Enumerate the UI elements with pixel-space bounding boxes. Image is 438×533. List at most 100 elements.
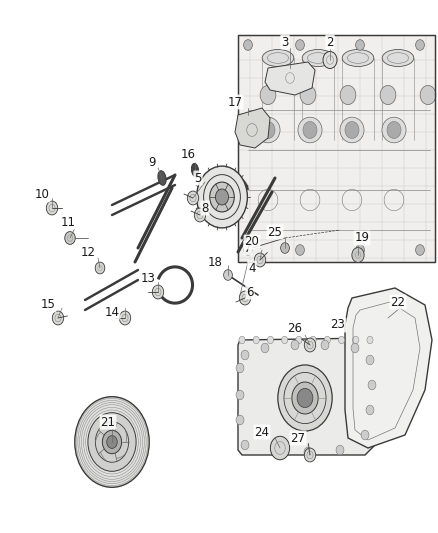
Circle shape	[278, 365, 332, 431]
Circle shape	[107, 435, 117, 448]
Circle shape	[352, 247, 364, 262]
Circle shape	[119, 311, 131, 325]
Circle shape	[197, 166, 247, 228]
Circle shape	[416, 39, 424, 50]
Circle shape	[339, 336, 345, 344]
Circle shape	[296, 336, 302, 344]
Circle shape	[75, 397, 149, 487]
Circle shape	[210, 182, 234, 212]
Polygon shape	[265, 62, 315, 95]
Circle shape	[271, 445, 279, 455]
Ellipse shape	[298, 117, 322, 143]
Ellipse shape	[302, 50, 334, 67]
Circle shape	[261, 122, 275, 139]
Text: 11: 11	[60, 215, 75, 229]
Text: 24: 24	[254, 425, 269, 439]
Text: 25: 25	[268, 225, 283, 238]
Circle shape	[353, 336, 359, 344]
Circle shape	[241, 350, 249, 360]
Circle shape	[261, 343, 269, 353]
Circle shape	[46, 201, 58, 215]
Circle shape	[291, 340, 299, 350]
Circle shape	[267, 336, 273, 344]
Circle shape	[253, 336, 259, 344]
Ellipse shape	[262, 50, 294, 67]
Circle shape	[368, 380, 376, 390]
Circle shape	[239, 336, 245, 344]
Ellipse shape	[340, 117, 364, 143]
Circle shape	[244, 245, 252, 255]
Text: 8: 8	[201, 201, 208, 214]
Text: 15: 15	[41, 298, 56, 311]
Text: 17: 17	[227, 95, 243, 109]
Text: 5: 5	[194, 172, 201, 184]
Circle shape	[296, 39, 304, 50]
Circle shape	[244, 39, 252, 50]
Circle shape	[187, 191, 199, 205]
Circle shape	[323, 52, 337, 69]
Polygon shape	[238, 338, 375, 455]
Text: 2: 2	[326, 36, 334, 49]
Circle shape	[281, 243, 290, 253]
Ellipse shape	[158, 171, 166, 185]
Circle shape	[351, 343, 359, 353]
Polygon shape	[345, 288, 432, 448]
Circle shape	[367, 336, 373, 344]
Circle shape	[321, 340, 329, 350]
Circle shape	[345, 122, 359, 139]
Text: 10: 10	[35, 189, 49, 201]
Circle shape	[304, 338, 316, 352]
Circle shape	[416, 245, 424, 255]
Circle shape	[52, 311, 64, 325]
Circle shape	[152, 285, 164, 299]
Text: 26: 26	[287, 321, 303, 335]
Text: 14: 14	[105, 305, 120, 319]
Circle shape	[102, 430, 122, 454]
Circle shape	[297, 389, 313, 408]
Ellipse shape	[382, 50, 414, 67]
Text: 22: 22	[391, 295, 406, 309]
Text: 18: 18	[208, 255, 223, 269]
Circle shape	[65, 232, 75, 245]
Text: 19: 19	[354, 231, 370, 245]
Circle shape	[340, 85, 356, 104]
Text: 21: 21	[100, 416, 116, 429]
Text: 3: 3	[281, 36, 289, 49]
Circle shape	[95, 262, 105, 274]
Text: 13: 13	[141, 271, 155, 285]
Circle shape	[88, 413, 136, 471]
Circle shape	[236, 390, 244, 400]
Text: 12: 12	[81, 246, 95, 259]
Text: 4: 4	[248, 262, 256, 274]
Text: 9: 9	[148, 156, 156, 168]
Circle shape	[310, 336, 316, 344]
Circle shape	[241, 440, 249, 450]
Circle shape	[304, 448, 316, 462]
Ellipse shape	[342, 50, 374, 67]
Circle shape	[300, 85, 316, 104]
Circle shape	[336, 445, 344, 455]
Text: 16: 16	[180, 149, 195, 161]
Ellipse shape	[256, 117, 280, 143]
Circle shape	[296, 245, 304, 255]
Text: 6: 6	[246, 286, 254, 298]
Circle shape	[387, 122, 401, 139]
Circle shape	[292, 382, 318, 414]
Circle shape	[366, 355, 374, 365]
Circle shape	[260, 85, 276, 104]
Circle shape	[236, 415, 244, 425]
Circle shape	[239, 291, 251, 305]
Circle shape	[380, 85, 396, 104]
Circle shape	[236, 363, 244, 373]
Ellipse shape	[382, 117, 406, 143]
Polygon shape	[238, 35, 435, 262]
Polygon shape	[235, 108, 270, 148]
Circle shape	[215, 189, 229, 205]
Ellipse shape	[191, 164, 198, 176]
Circle shape	[282, 336, 288, 344]
Circle shape	[356, 39, 364, 50]
Circle shape	[324, 336, 330, 344]
Text: 23: 23	[331, 319, 346, 332]
Circle shape	[304, 447, 312, 457]
Circle shape	[194, 208, 206, 222]
